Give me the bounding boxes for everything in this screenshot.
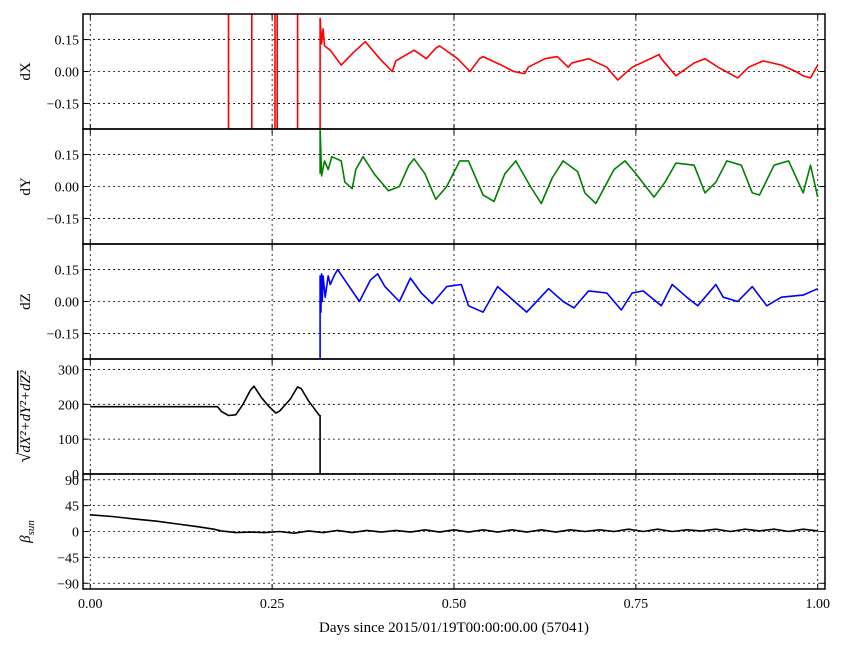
series-line-dy-0 (319, 129, 819, 205)
y-tick-label: −0.15 (47, 327, 79, 342)
x-tick-label: 0.75 (624, 597, 649, 612)
y-tick-label: 0.00 (55, 296, 80, 311)
y-tick-label: 45 (65, 500, 79, 515)
y-axis-label-dy: dY (18, 177, 34, 196)
y-axis-label-magnitude: √dX²+dY²+dZ² (14, 370, 34, 462)
y-tick-label: 90 (65, 474, 79, 489)
y-tick-label: −0.15 (47, 97, 79, 112)
series-line-dx-0 (227, 14, 819, 129)
y-tick-label: 0.15 (55, 264, 80, 279)
y-tick-label: 0.00 (55, 66, 80, 81)
y-axis-label-dz: dZ (18, 293, 34, 310)
y-tick-label: 300 (58, 363, 79, 378)
panel-dy: −0.15 0.00 0.15 dY (18, 128, 826, 245)
x-axis-label: Days since 2015/01/19T00:00:00.00 (57041… (319, 620, 589, 636)
y-tick-label: 0.15 (55, 34, 80, 49)
y-tick-label: −90 (57, 577, 79, 592)
y-axis-label-dx: dX (18, 62, 34, 81)
y-axis-label-beta-sun: βsun (18, 520, 37, 544)
y-tick-label: 0 (72, 526, 79, 541)
panel-dx: −0.15 0.00 0.15 dX (18, 13, 826, 130)
panel-frame-beta-sun (82, 473, 826, 590)
series-line-magnitude-0 (90, 385, 321, 474)
x-tick-label: 0.50 (442, 597, 467, 612)
y-tick-label: −0.15 (47, 212, 79, 227)
panel-magnitude: 0 100 200 300 √dX²+dY²+dZ² (14, 358, 826, 483)
panel-beta-sun: −90 −45 0 45 90 βsun 0.00 0.25 0.50 0.75 1.00 (18, 473, 830, 612)
y-tick-label: 100 (58, 433, 79, 448)
y-tick-label: −45 (57, 551, 79, 566)
y-tick-label: 0.15 (55, 149, 80, 164)
panel-frame-magnitude (82, 358, 826, 475)
x-tick-label: 0.25 (260, 597, 285, 612)
panels: −0.15 0.00 0.15 dX −0.15 0.00 0.15 dY −0.15 0.00 0… (14, 13, 830, 612)
x-tick-label: 0.00 (78, 597, 103, 612)
series-line-dz-0 (319, 268, 819, 359)
x-tick-label: 1.00 (805, 597, 830, 612)
y-tick-label: 0 (72, 468, 79, 483)
y-tick-label: 200 (58, 398, 79, 413)
y-tick-label: 0.00 (55, 181, 80, 196)
series-line-beta-sun-0 (90, 514, 818, 535)
panel-dz: −0.15 0.00 0.15 dZ (18, 243, 826, 360)
